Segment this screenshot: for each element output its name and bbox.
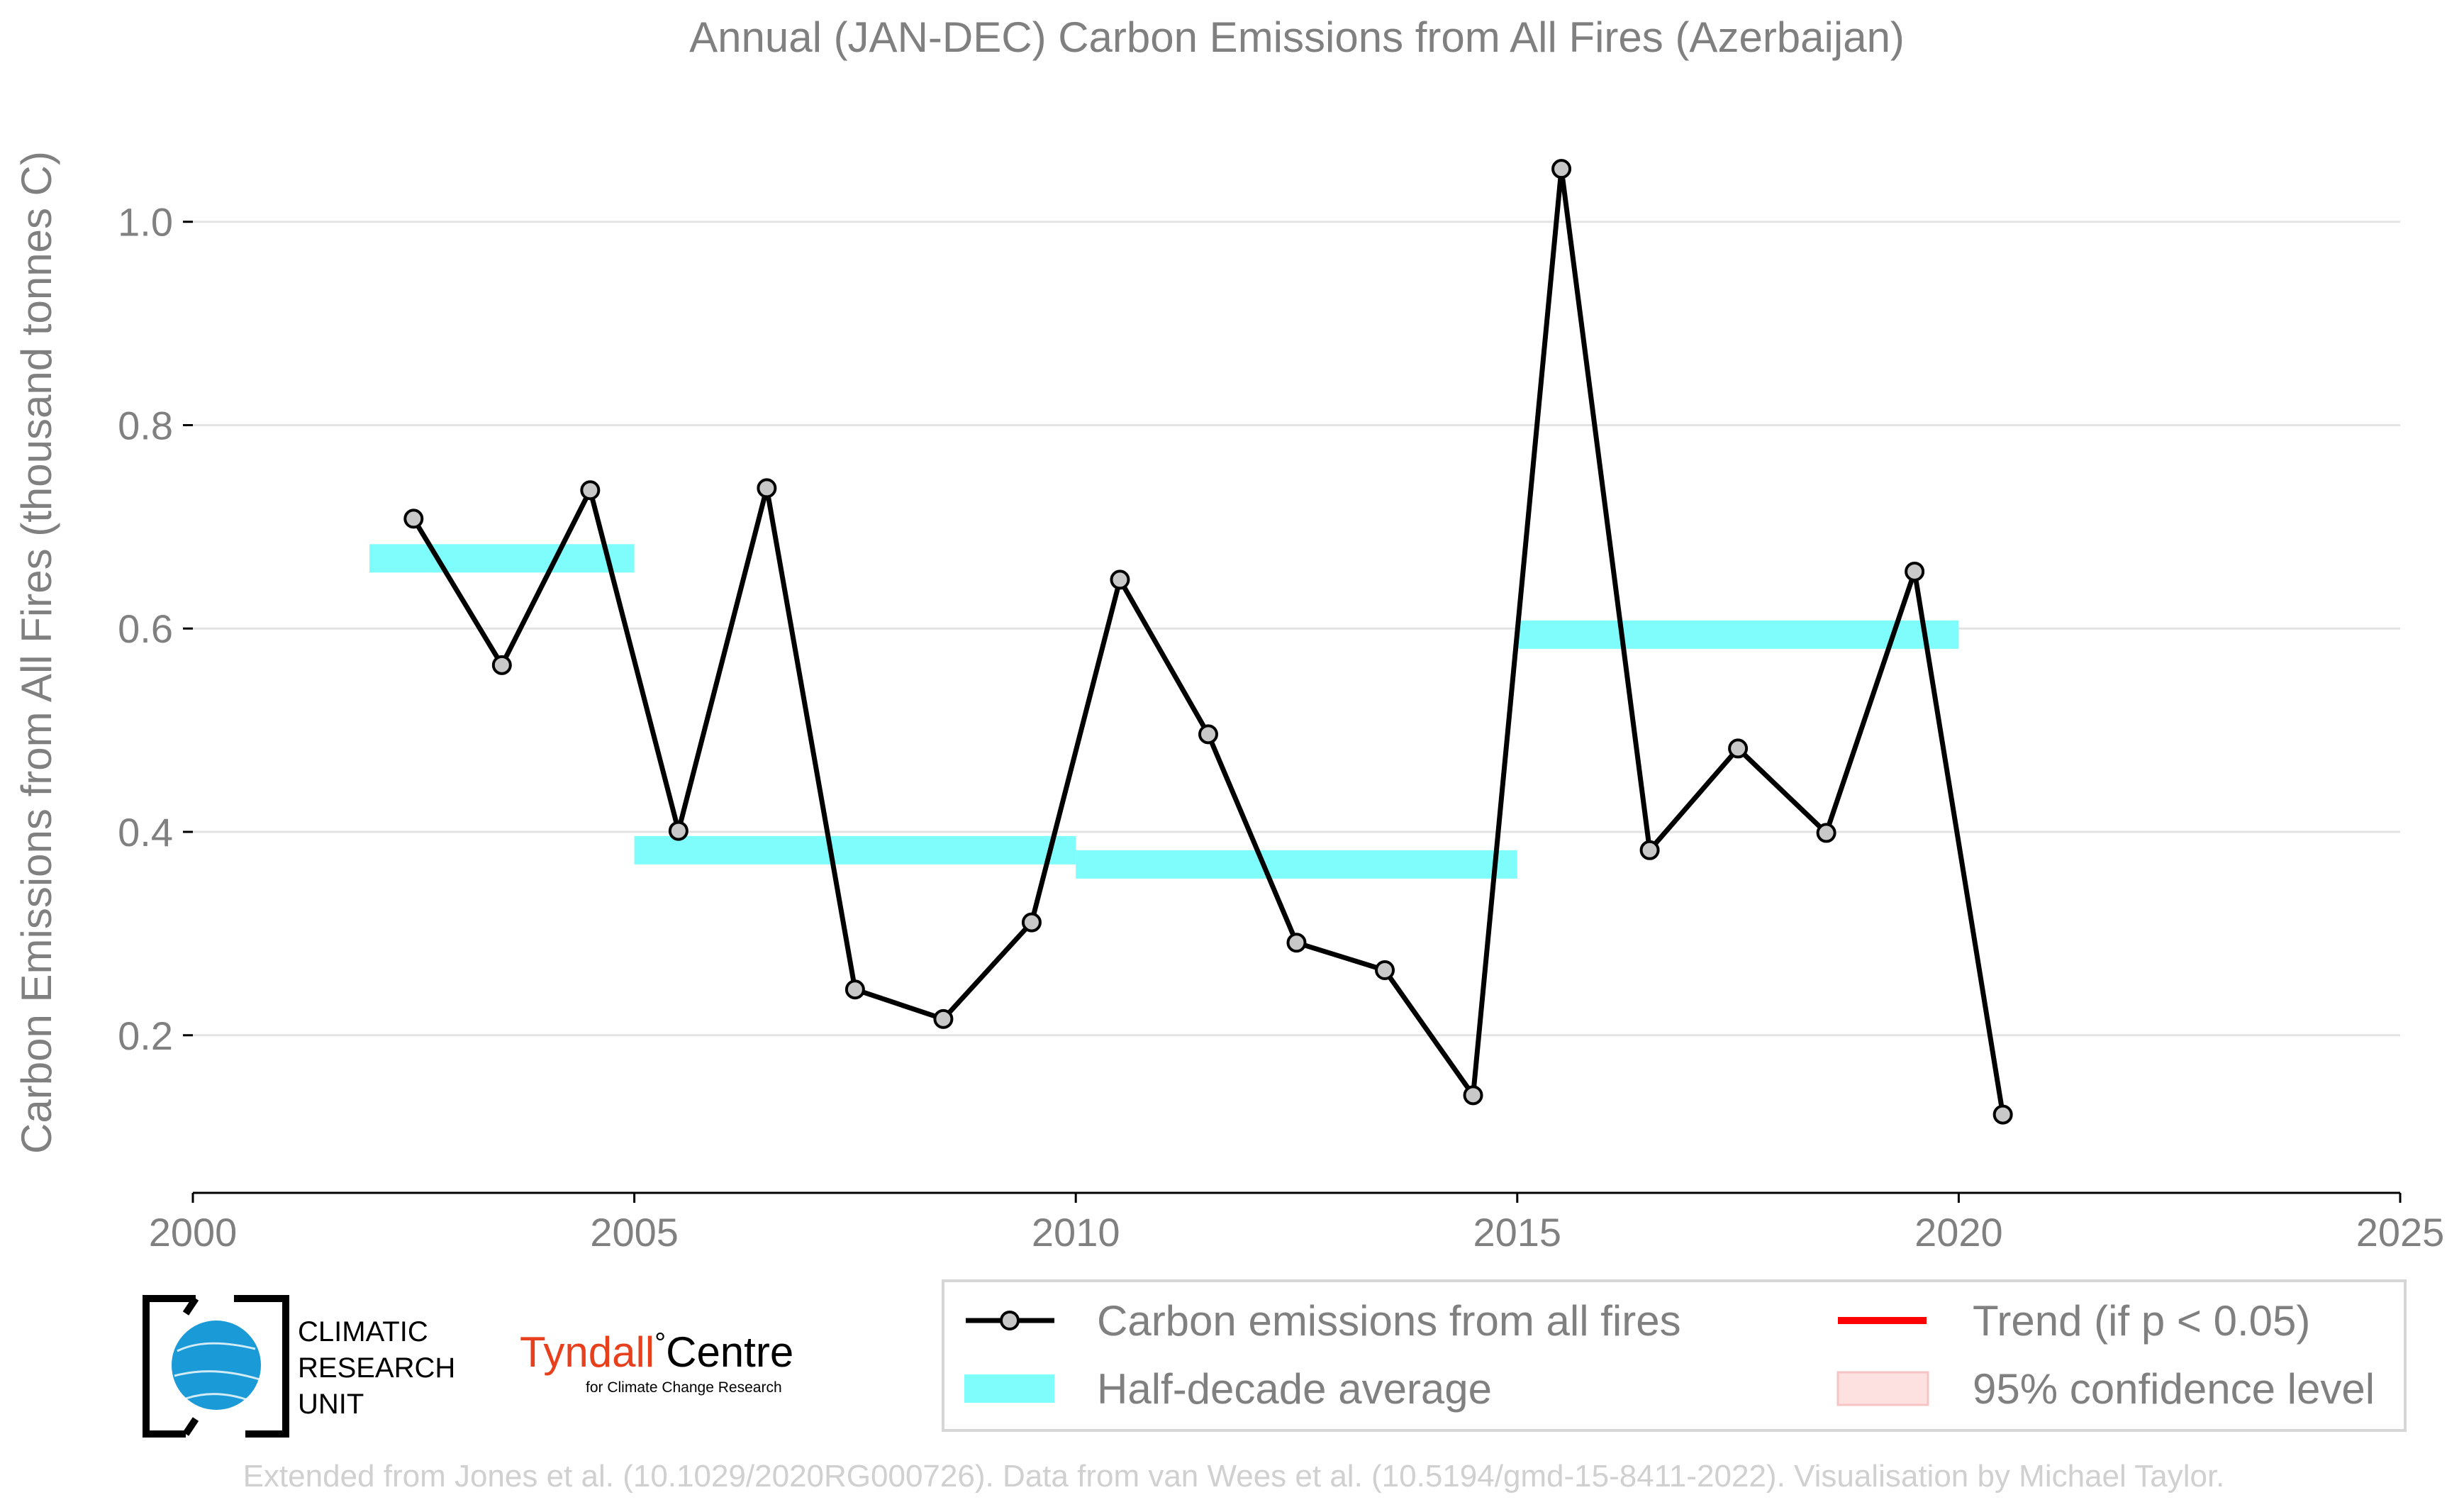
half-decade-band: [1076, 850, 1517, 879]
credit-line: Extended from Jones et al. (10.1029/2020…: [243, 1459, 2225, 1494]
cru-logo: CLIMATIC RESEARCH UNIT: [143, 1295, 455, 1438]
half-decade-bands: [369, 544, 1959, 879]
data-point: [1375, 960, 1395, 980]
globe-icon: [172, 1321, 261, 1410]
data-point: [1110, 569, 1130, 590]
half-decade-band: [369, 544, 635, 573]
legend-swatch-half-decade: [964, 1374, 1054, 1403]
cru-slash-top: [182, 1296, 199, 1316]
y-tick-label: 0.2: [118, 1013, 173, 1058]
data-point: [668, 821, 689, 841]
data-point: [1198, 724, 1218, 745]
cru-bracket-right: [234, 1295, 289, 1438]
y-tick-label: 1.0: [118, 200, 173, 245]
legend: Carbon emissions from all fires Trend (i…: [942, 1279, 2407, 1432]
data-point: [1992, 1104, 2013, 1125]
legend-label-confidence: 95% confidence level: [1973, 1365, 2375, 1413]
data-point: [491, 655, 512, 675]
legend-frame: [942, 1279, 2407, 1432]
y-tick-label: 0.8: [118, 403, 173, 448]
data-point: [403, 508, 424, 529]
data-point: [1728, 738, 1749, 759]
y-axis-label: Carbon Emissions from All Fires (thousan…: [13, 151, 60, 1154]
legend-label-series: Carbon emissions from all fires: [1097, 1297, 1681, 1345]
legend-swatch-confidence: [1836, 1371, 1929, 1406]
series-points: [403, 159, 2013, 1125]
legend-label-trend: Trend (if p < 0.05): [1973, 1297, 2310, 1345]
legend-swatch-series-marker: [1000, 1311, 1020, 1330]
x-tick-label: 2000: [149, 1210, 238, 1255]
data-point: [1816, 823, 1836, 843]
tyndall-wordmark: Tyndall°Centre: [520, 1328, 793, 1376]
cru-slash-bottom: [182, 1417, 199, 1436]
tyndall-name: Tyndall: [520, 1328, 654, 1376]
tyndall-logo: Tyndall°Centre for Climate Change Resear…: [520, 1328, 793, 1396]
tyndall-degree: °: [654, 1328, 666, 1359]
x-tick-label: 2020: [1914, 1210, 2003, 1255]
data-point: [580, 480, 601, 501]
data-point: [1286, 933, 1307, 953]
x-tick-label: 2005: [590, 1210, 679, 1255]
half-decade-band: [1517, 620, 1959, 649]
chart-title: Annual (JAN-DEC) Carbon Emissions from A…: [689, 13, 1905, 61]
data-point: [757, 478, 777, 499]
data-point: [1551, 159, 1572, 179]
globe-contour: [174, 1342, 260, 1402]
tyndall-subtitle: for Climate Change Research: [586, 1379, 782, 1396]
legend-label-half-decade: Half-decade average: [1097, 1365, 1492, 1413]
cru-bracket-left: [143, 1295, 196, 1438]
data-point: [1021, 912, 1042, 933]
y-tick-label: 0.6: [118, 606, 173, 651]
data-point: [844, 979, 865, 1000]
data-point: [1639, 840, 1660, 860]
cru-text-line-2: RESEARCH: [298, 1352, 455, 1384]
cru-text-line-1: CLIMATIC: [298, 1316, 428, 1347]
data-point: [1463, 1085, 1483, 1106]
tyndall-centre: Centre: [666, 1328, 793, 1376]
axes: 0.2 0.4 0.6 0.8 1.0 2000 2005 2010 2015 2020 2025: [118, 200, 2444, 1255]
x-tick-label: 2015: [1473, 1210, 1562, 1255]
cru-text-line-3: UNIT: [298, 1389, 364, 1420]
x-tick-label: 2025: [2356, 1210, 2445, 1255]
grid: [193, 221, 2400, 1037]
x-tick-label: 2010: [1032, 1210, 1120, 1255]
y-tick-label: 0.4: [118, 810, 173, 855]
data-point: [933, 1008, 954, 1029]
half-decade-band: [634, 835, 1076, 865]
data-point: [1905, 561, 1925, 582]
